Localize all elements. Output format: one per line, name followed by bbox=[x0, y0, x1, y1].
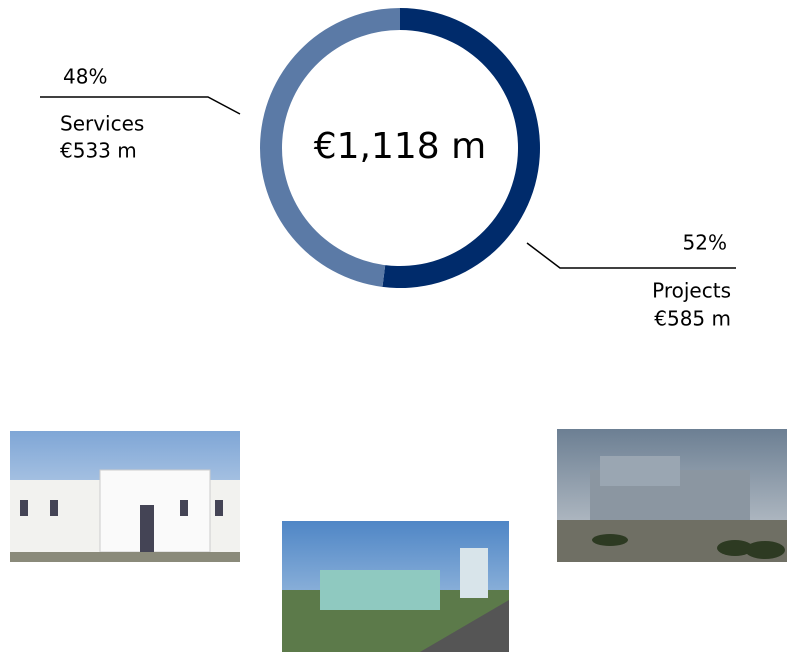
amount-label: €533 m bbox=[60, 139, 137, 163]
total-label: €1,118 m bbox=[314, 126, 486, 167]
photo bbox=[557, 429, 787, 562]
amount-label: €585 m bbox=[654, 307, 731, 331]
photo bbox=[10, 431, 240, 562]
page: €1,118 m 48% Services €533 m 52% Project… bbox=[0, 0, 787, 652]
photo bbox=[282, 521, 509, 652]
category-label: Services bbox=[60, 112, 144, 136]
category-label: Projects bbox=[652, 279, 731, 303]
value-label: 52% bbox=[683, 231, 727, 255]
value-label: 48% bbox=[63, 65, 107, 89]
